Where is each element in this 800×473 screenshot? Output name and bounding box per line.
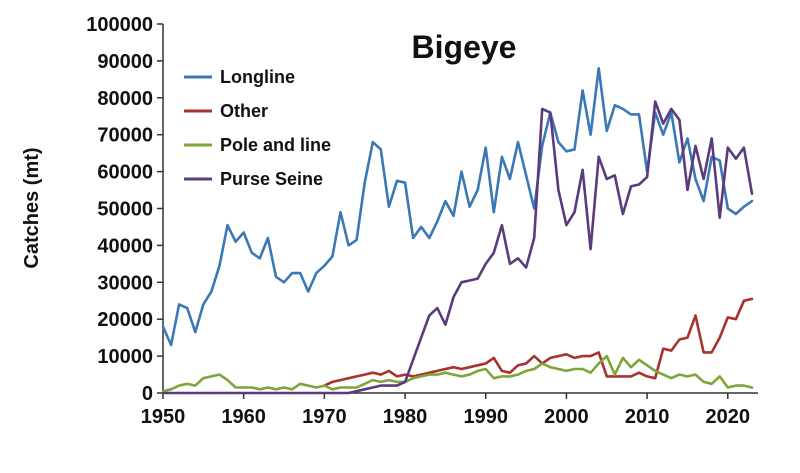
x-tick-label: 1990	[463, 406, 508, 428]
y-axis-ticks: 0 10000 20000 30000 40000 50000 60000 70000 8000…	[86, 14, 163, 405]
y-tick-label: 100000	[86, 14, 153, 36]
series-layer	[161, 67, 754, 395]
y-tick-label: 60000	[97, 162, 153, 184]
y-tick-label: 80000	[97, 88, 153, 110]
plot-area: 0 10000 20000 30000 40000 50000 60000 70000 8000…	[86, 14, 758, 428]
legend-label-longline: Longline	[220, 67, 295, 87]
legend-label-purse-seine: Purse Seine	[220, 169, 323, 189]
y-tick-label: 30000	[97, 272, 153, 294]
series-line-pole-and-line	[161, 354, 754, 393]
x-tick-label: 2000	[544, 406, 589, 428]
y-tick-label: 70000	[97, 125, 153, 147]
series-line-other	[323, 297, 754, 387]
y-tick-label: 50000	[97, 199, 153, 221]
x-tick-label: 1970	[302, 406, 347, 428]
x-tick-label: 2010	[625, 406, 670, 428]
legend: Longline Other Pole and line Purse Seine	[184, 67, 331, 189]
x-tick-label: 1980	[383, 406, 428, 428]
chart-title: Bigeye	[412, 29, 517, 65]
y-axis-title: Catches (mt)	[21, 147, 43, 268]
y-tick-label: 90000	[97, 51, 153, 73]
x-tick-label: 2020	[706, 406, 751, 428]
series-line-purse-seine	[161, 100, 754, 395]
y-tick-label: 0	[142, 383, 153, 405]
legend-label-other: Other	[220, 101, 268, 121]
x-tick-label: 1950	[141, 406, 186, 428]
legend-label-pole-and-line: Pole and line	[220, 135, 331, 155]
x-axis-ticks: 1950 1960 1970 1980 1990 2000 2010 2020	[141, 393, 750, 428]
x-tick-label: 1960	[221, 406, 266, 428]
y-tick-label: 20000	[97, 309, 153, 331]
y-tick-label: 40000	[97, 235, 153, 257]
y-tick-label: 10000	[97, 346, 153, 368]
